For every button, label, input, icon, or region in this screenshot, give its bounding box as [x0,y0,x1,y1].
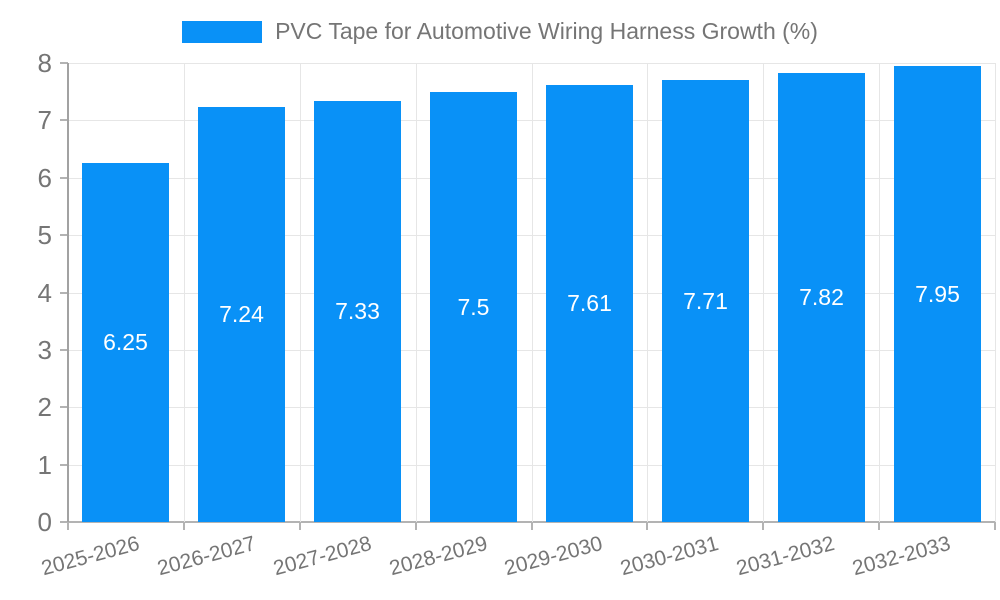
gridline-vertical [995,63,996,522]
x-axis-tick [762,522,764,530]
x-axis-tick-label: 2028-2029 [386,532,490,581]
gridline-vertical [184,63,185,522]
x-axis-tick-label: 2032-2033 [849,532,953,581]
x-axis-tick [183,522,185,530]
y-axis-tick-label: 7 [37,105,52,135]
bar[interactable]: 7.24 [198,107,285,522]
bar[interactable]: 7.61 [546,85,633,522]
bar-value-label: 7.71 [683,287,728,314]
y-axis-tick-label: 5 [37,220,52,250]
x-axis-tick-label: 2026-2027 [154,532,258,581]
y-axis-tick-label: 6 [37,163,52,193]
x-axis-tick-label: 2027-2028 [270,532,374,581]
y-axis-tick [60,406,68,408]
gridline-vertical [416,63,417,522]
x-axis-tick [994,522,996,530]
bar[interactable]: 7.33 [314,101,401,522]
gridline-vertical [532,63,533,522]
gridline-horizontal [68,235,995,236]
x-axis-tick-label: 2025-2026 [38,532,142,581]
bar-value-label: 7.24 [219,301,264,327]
bar-value-label: 7.5 [457,293,490,320]
gridline-horizontal [68,407,995,408]
bar[interactable]: 7.71 [662,80,749,522]
legend-swatch-icon [182,20,263,43]
y-axis-tick [60,521,68,523]
bar[interactable]: 7.82 [778,73,865,522]
x-axis-tick [878,522,880,530]
y-axis-tick [60,464,68,466]
y-axis-tick-label: 0 [37,507,52,537]
chart-legend[interactable]: PVC Tape for Automotive Wiring Harness G… [0,18,1000,45]
bar-value-label: 7.61 [567,290,612,316]
y-axis-tick [60,177,68,179]
bar[interactable]: 7.5 [430,92,517,522]
bar[interactable]: 7.95 [894,66,981,522]
bar-value-label: 7.33 [335,298,380,324]
x-axis-tick [415,522,417,530]
gridline-vertical [763,63,764,522]
gridline-horizontal [68,465,995,466]
y-axis-tick [60,119,68,121]
legend-label: PVC Tape for Automotive Wiring Harness G… [275,18,818,44]
gridline-horizontal [68,293,995,294]
y-axis-tick [60,62,68,64]
gridline-horizontal [68,63,995,64]
x-axis-tick [531,522,533,530]
gridline-horizontal [68,350,995,351]
y-axis-tick [60,234,68,236]
y-axis-tick-label: 4 [37,278,52,308]
gridline-horizontal [68,178,995,179]
gridline-horizontal [68,120,995,121]
gridline-vertical [879,63,880,522]
gridline-vertical [300,63,301,522]
bar-value-label: 7.82 [799,284,844,310]
bar-value-label: 6.25 [103,329,148,355]
bar[interactable]: 6.25 [82,163,169,522]
x-axis-tick [646,522,648,530]
y-axis-tick [60,292,68,294]
x-axis-tick-label: 2031-2032 [733,532,837,581]
y-axis-tick-label: 3 [37,335,52,365]
y-axis-tick-label: 8 [37,48,52,78]
x-axis-tick-label: 2030-2031 [617,532,721,581]
y-axis-tick-label: 2 [37,392,52,422]
gridline-vertical [647,63,648,522]
y-axis-tick-label: 1 [37,450,52,480]
x-axis-tick-label: 2029-2030 [501,532,605,581]
x-axis-tick [67,522,69,530]
y-axis-line [67,63,69,522]
x-axis-tick [299,522,301,530]
y-axis-tick [60,349,68,351]
bar-value-label: 7.95 [915,280,960,307]
